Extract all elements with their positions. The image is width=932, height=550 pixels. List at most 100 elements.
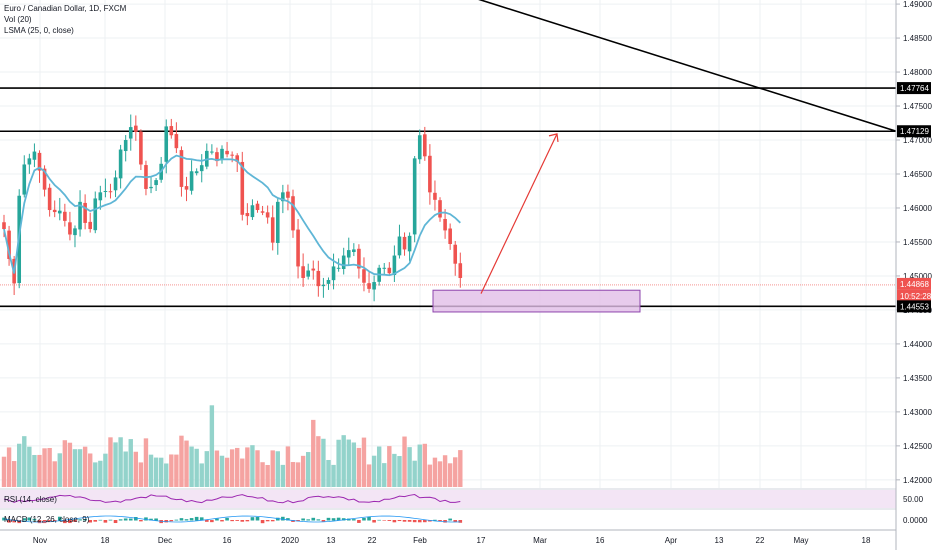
volume-bar xyxy=(371,455,377,487)
macd-bar xyxy=(311,517,316,521)
macd-bar xyxy=(134,517,138,521)
macd-bar xyxy=(225,517,229,521)
macd-bar xyxy=(417,520,422,523)
macd-bar xyxy=(17,520,22,524)
volume-bar xyxy=(209,405,215,487)
candle-body xyxy=(139,131,143,165)
horizontal-levels[interactable] xyxy=(0,87,896,308)
candle-body xyxy=(311,268,316,271)
volume-bar xyxy=(265,464,270,487)
macd-bar xyxy=(306,519,310,521)
y-tick-label: 1.46500 xyxy=(903,170,932,179)
macd-bar xyxy=(296,520,300,522)
volume-bar xyxy=(275,451,280,487)
macd-bar xyxy=(73,520,77,522)
candle-body xyxy=(184,186,189,190)
macd-bar xyxy=(407,520,412,522)
volume-bar xyxy=(290,462,296,487)
macd-bar xyxy=(205,520,209,522)
macd-bar xyxy=(281,516,285,521)
volume-bar xyxy=(148,454,154,487)
volume-bar xyxy=(412,460,417,487)
rsi-label[interactable]: RSI (14, close) xyxy=(4,495,57,504)
x-tick-label: Dec xyxy=(158,536,172,545)
time-axis[interactable]: Nov 18 Dec 16 2020 13 22 Feb 17 Mar 16 Apr 13 22 May 18 xyxy=(0,529,896,545)
candle-body xyxy=(68,222,72,235)
x-tick-label: 13 xyxy=(327,536,336,545)
macd-bar xyxy=(357,520,361,523)
macd-bar xyxy=(372,520,376,523)
candle-body xyxy=(281,192,285,202)
volume-bar xyxy=(113,442,118,487)
y-tick-label: 1.42000 xyxy=(903,476,932,485)
arrow-head xyxy=(548,133,559,142)
macd-bar xyxy=(362,517,366,521)
volume-bar xyxy=(47,447,52,487)
macd-scale-label: 0.0000 xyxy=(903,516,928,525)
volume-bar xyxy=(245,447,250,487)
volume-bar xyxy=(199,463,204,487)
candle-body xyxy=(108,191,113,193)
volume-legend[interactable]: Vol (20) xyxy=(4,15,32,24)
grid-lines xyxy=(0,0,896,488)
candle-body xyxy=(397,236,402,256)
macd-bar xyxy=(301,518,305,521)
macd-bar xyxy=(240,520,245,522)
macd-bar xyxy=(88,520,92,523)
candle-body xyxy=(316,270,321,287)
y-tick-label: 1.49000 xyxy=(903,0,932,9)
candle-body xyxy=(265,212,270,218)
macd-bar xyxy=(367,516,371,521)
volume-bar xyxy=(306,452,311,487)
macd-bar xyxy=(103,520,108,523)
x-tick-label: 2020 xyxy=(281,536,299,545)
symbol-title[interactable]: Euro / Canadian Dollar, 1D, FXCM xyxy=(4,4,127,13)
volume-bar xyxy=(72,449,78,487)
volume-bar xyxy=(118,437,123,487)
arrow-shaft xyxy=(480,133,558,294)
candle-body xyxy=(357,248,361,269)
y-tick-label: 1.43000 xyxy=(903,408,932,417)
volume-bar xyxy=(184,440,189,487)
x-tick-label: 16 xyxy=(596,536,605,545)
volume-bar xyxy=(427,464,433,487)
y-tick-label: 1.45000 xyxy=(903,272,932,281)
candle-body xyxy=(417,135,422,160)
volume-bar xyxy=(407,447,412,487)
candle-body xyxy=(286,191,290,198)
candle-body xyxy=(22,164,27,195)
x-tick-label: Nov xyxy=(33,536,47,545)
macd-bar xyxy=(108,519,113,521)
candle-body xyxy=(149,186,153,189)
demand-zone[interactable] xyxy=(432,289,641,313)
trendline[interactable] xyxy=(455,0,897,132)
macd-bar xyxy=(392,520,397,523)
lsma-legend[interactable]: LSMA (25, 0, close) xyxy=(4,26,74,35)
macd-bar xyxy=(169,520,174,522)
volume-bar xyxy=(194,448,199,487)
macd-bar xyxy=(128,518,133,521)
volume-bars xyxy=(1,405,463,487)
candle-body xyxy=(331,266,336,281)
macd-bar xyxy=(412,520,417,523)
projection-arrow[interactable] xyxy=(480,133,559,294)
candle-body xyxy=(270,217,275,243)
volume-bar xyxy=(164,463,169,487)
volume-bar xyxy=(280,464,286,487)
candle-body xyxy=(128,127,133,139)
volume-bar xyxy=(37,454,42,487)
candle-body xyxy=(63,211,67,221)
volume-bar xyxy=(346,439,351,487)
volume-bar xyxy=(442,455,448,487)
macd-bar xyxy=(336,517,341,521)
macd-label[interactable]: MACD (12, 26, close, 9) xyxy=(4,515,90,524)
y-tick-label: 1.48000 xyxy=(903,68,932,77)
macd-bar xyxy=(443,520,447,523)
macd-bar xyxy=(286,518,290,521)
candle-body xyxy=(123,140,128,152)
volume-bar xyxy=(67,442,73,487)
macd-bar xyxy=(270,520,275,522)
volume-bar xyxy=(447,463,453,487)
candle-body xyxy=(215,152,219,162)
